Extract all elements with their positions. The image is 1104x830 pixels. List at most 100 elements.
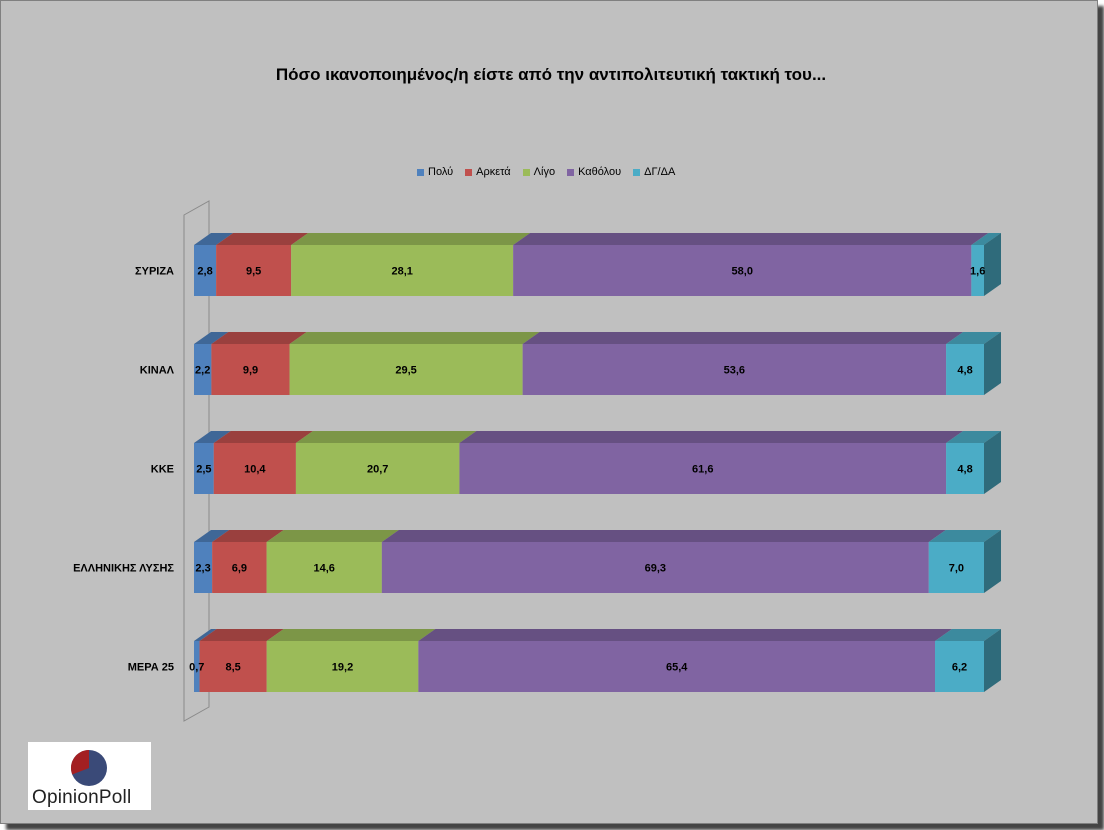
legend-label: Πολύ — [428, 166, 454, 178]
bar-top-face — [946, 431, 1001, 443]
bar-top-face — [291, 233, 531, 245]
bar-segment — [199, 641, 267, 692]
legend-swatch — [633, 168, 641, 176]
bar-segment — [216, 245, 292, 296]
bar-top-face — [199, 629, 284, 641]
data-label: 7,0 — [949, 563, 964, 575]
bar-top-face — [216, 233, 309, 245]
data-label: 20,7 — [367, 464, 388, 476]
bar-top-face — [295, 431, 477, 443]
bar-top-face — [418, 629, 953, 641]
bar-segment — [946, 344, 984, 395]
bar-top-face — [266, 629, 436, 641]
bar-segment — [289, 344, 523, 395]
bar-top-face — [935, 629, 1001, 641]
legend-swatch — [567, 168, 575, 176]
bar-segment — [211, 344, 290, 395]
legend-item: Λίγο — [522, 166, 556, 178]
bar-segment — [946, 443, 984, 494]
legend-label: Λίγο — [533, 166, 556, 178]
category-label: ΚΙΝΑΛ — [140, 365, 175, 377]
data-label: 2,8 — [197, 266, 212, 278]
bar-top-face — [211, 332, 307, 344]
data-label: 53,6 — [724, 365, 745, 377]
bar-segment — [928, 542, 984, 593]
bar-row: ΕΛΛΗΝΙΚΗΣ ΛΥΣΗΣ 2,3 6,9 14,6 69,3 7,0 — [73, 530, 1001, 593]
bar-top-face — [212, 530, 284, 542]
data-label: 4,8 — [957, 464, 972, 476]
bar-row: ΚΙΝΑΛ 2,2 9,9 29,5 53,6 4,8 — [140, 332, 1001, 395]
legend-label: Αρκετά — [476, 166, 511, 178]
chart-legend: Πολύ Αρκετά Λίγο Καθόλου ΔΓ/ΔΑ — [417, 164, 687, 180]
legend-item: Αρκετά — [465, 166, 511, 178]
data-label: 1,6 — [970, 266, 985, 278]
bar-top-face — [194, 530, 230, 542]
bar-top-face — [289, 332, 540, 344]
logo-pie-icon — [70, 750, 107, 786]
category-label: ΣΥΡΙΖΑ — [135, 266, 174, 278]
bar-segment — [513, 245, 972, 296]
legend-swatch — [522, 168, 530, 176]
legend-swatch — [465, 168, 473, 176]
data-label: 61,6 — [692, 464, 713, 476]
data-label: 9,5 — [246, 266, 261, 278]
bar-side-face — [984, 233, 1001, 296]
data-label: 19,2 — [332, 662, 353, 674]
legend-item: Καθόλου — [567, 166, 621, 178]
bar-segment — [459, 443, 947, 494]
bar-side-face — [984, 530, 1001, 593]
bar-top-face — [928, 530, 1001, 542]
bar-segment — [935, 641, 984, 692]
data-label: 4,8 — [957, 365, 972, 377]
bar-segment — [194, 443, 214, 494]
bar-side-face — [984, 629, 1001, 692]
bar-top-face — [971, 233, 1001, 245]
bar-top-face — [194, 332, 229, 344]
legend-item: ΔΓ/ΔΑ — [633, 166, 675, 178]
bar-top-face — [194, 431, 231, 443]
data-label: 6,9 — [232, 563, 247, 575]
bar-side-face — [984, 431, 1001, 494]
bar-row: ΚΚΕ 2,5 10,4 20,7 61,6 4,8 — [151, 431, 1001, 494]
data-label: 2,2 — [195, 365, 210, 377]
data-label: 2,3 — [195, 563, 210, 575]
bar-segment — [213, 443, 296, 494]
data-label: 6,2 — [952, 662, 967, 674]
bar-top-face — [459, 431, 964, 443]
bar-segment — [381, 542, 929, 593]
bar-top-face — [266, 530, 399, 542]
bar-segment — [194, 641, 200, 692]
legend-swatch — [417, 168, 424, 176]
bar-row: ΣΥΡΙΖΑ 2,8 9,5 28,1 58,0 1,6 — [135, 233, 1001, 296]
data-label: 58,0 — [732, 266, 753, 278]
category-label: ΕΛΛΗΝΙΚΗΣ ΛΥΣΗΣ — [73, 563, 174, 575]
data-label: 9,9 — [243, 365, 258, 377]
bar-segment — [295, 443, 460, 494]
data-label: 29,5 — [395, 365, 416, 377]
data-label: 10,4 — [244, 464, 266, 476]
bar-top-face — [946, 332, 1001, 344]
bar-top-face — [213, 431, 313, 443]
legend-item: Πολύ — [417, 166, 453, 178]
bar-segment — [194, 542, 213, 593]
data-label: 0,7 — [189, 662, 204, 674]
bar-segment — [522, 344, 947, 395]
bar-segment — [418, 641, 936, 692]
bar-segment — [291, 245, 514, 296]
bar-segment — [266, 641, 419, 692]
bar-segment — [971, 245, 984, 296]
bar-segment — [212, 542, 267, 593]
bar-row: ΜΕΡΑ 25 0,7 8,5 19,2 65,4 6,2 — [128, 629, 1001, 692]
bar-segment — [194, 344, 212, 395]
chart-back-wall — [183, 200, 210, 722]
logo-text: OpinionPoll — [32, 787, 132, 808]
bar-top-face — [513, 233, 989, 245]
legend-label: ΔΓ/ΔΑ — [644, 166, 676, 178]
category-label: ΜΕΡΑ 25 — [128, 662, 174, 674]
data-label: 8,5 — [225, 662, 240, 674]
legend-label: Καθόλου — [578, 166, 622, 178]
data-label: 28,1 — [391, 266, 412, 278]
bar-top-face — [194, 629, 217, 641]
data-label: 65,4 — [666, 662, 688, 674]
